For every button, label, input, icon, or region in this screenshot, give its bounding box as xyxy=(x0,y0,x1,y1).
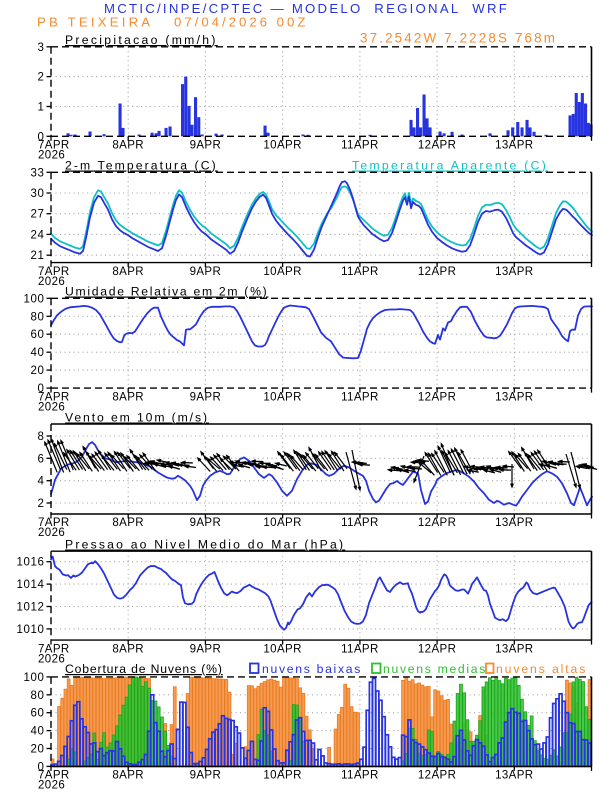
svg-text:13APR: 13APR xyxy=(495,517,533,529)
svg-text:9APR: 9APR xyxy=(190,391,222,403)
svg-text:37.2542W 7.2228S 768m: 37.2542W 7.2228S 768m xyxy=(360,31,557,46)
svg-text:1012: 1012 xyxy=(17,602,45,614)
svg-text:10APR: 10APR xyxy=(263,643,301,655)
svg-text:8APR: 8APR xyxy=(112,643,144,655)
svg-text:nuvens altas: nuvens altas xyxy=(496,662,587,676)
svg-text:4: 4 xyxy=(38,476,45,488)
svg-text:1014: 1014 xyxy=(17,579,45,591)
svg-text:Precipitacao (mm/h): Precipitacao (mm/h) xyxy=(65,33,218,47)
svg-text:1010: 1010 xyxy=(17,624,45,636)
svg-text:9APR: 9APR xyxy=(190,517,222,529)
svg-text:MCTIC/INPE/CPTEC — MODELO REG: MCTIC/INPE/CPTEC — MODELO REGIONAL WRF xyxy=(104,1,509,16)
svg-text:8APR: 8APR xyxy=(112,266,144,278)
svg-text:80: 80 xyxy=(31,311,45,323)
svg-text:Vento em 10m (m/s): Vento em 10m (m/s) xyxy=(65,411,209,425)
svg-text:12APR: 12APR xyxy=(418,643,456,655)
svg-text:7APR: 7APR xyxy=(38,266,70,278)
svg-text:0: 0 xyxy=(38,131,45,143)
svg-text:20: 20 xyxy=(31,744,45,756)
svg-text:2026: 2026 xyxy=(38,276,65,288)
svg-text:8: 8 xyxy=(38,431,45,443)
svg-text:07/04/2026 00Z: 07/04/2026 00Z xyxy=(174,15,308,30)
svg-text:11APR: 11APR xyxy=(341,643,379,655)
svg-text:11APR: 11APR xyxy=(341,266,379,278)
svg-text:10APR: 10APR xyxy=(263,140,301,152)
svg-text:7APR: 7APR xyxy=(38,517,70,529)
svg-text:100: 100 xyxy=(24,293,45,305)
svg-text:21: 21 xyxy=(31,250,45,262)
svg-text:10APR: 10APR xyxy=(263,391,301,403)
svg-text:100: 100 xyxy=(24,672,45,684)
svg-text:2026: 2026 xyxy=(38,780,65,792)
svg-text:20: 20 xyxy=(31,365,45,377)
svg-text:8APR: 8APR xyxy=(112,391,144,403)
svg-text:7APR: 7APR xyxy=(38,643,70,655)
svg-text:7APR: 7APR xyxy=(38,140,70,152)
svg-text:Pressao ao Nivel Medio do Mar: Pressao ao Nivel Medio do Mar (hPa) xyxy=(65,538,345,552)
svg-text:10APR: 10APR xyxy=(263,770,301,782)
svg-text:80: 80 xyxy=(31,690,45,702)
svg-text:nuvens baixas: nuvens baixas xyxy=(262,662,362,676)
svg-text:60: 60 xyxy=(31,708,45,720)
svg-text:12APR: 12APR xyxy=(418,517,456,529)
svg-text:24: 24 xyxy=(31,229,45,241)
svg-text:2026: 2026 xyxy=(38,150,65,162)
svg-text:11APR: 11APR xyxy=(341,140,379,152)
svg-text:2026: 2026 xyxy=(38,527,65,539)
svg-text:9APR: 9APR xyxy=(190,140,222,152)
svg-text:2026: 2026 xyxy=(38,401,65,413)
svg-text:9APR: 9APR xyxy=(190,266,222,278)
svg-text:1016: 1016 xyxy=(17,557,45,569)
svg-text:7APR: 7APR xyxy=(38,391,70,403)
svg-text:6: 6 xyxy=(38,453,45,465)
svg-text:Temperatura Aparente (C): Temperatura Aparente (C) xyxy=(352,159,548,173)
svg-text:0: 0 xyxy=(38,383,45,395)
svg-text:13APR: 13APR xyxy=(495,266,533,278)
svg-text:13APR: 13APR xyxy=(495,643,533,655)
svg-text:Cobertura de Nuvens (%): Cobertura de Nuvens (%) xyxy=(65,662,223,676)
svg-text:2: 2 xyxy=(38,72,45,84)
svg-text:33: 33 xyxy=(31,167,45,179)
svg-text:8APR: 8APR xyxy=(112,770,144,782)
svg-text:Umidade Relativa em 2m (%): Umidade Relativa em 2m (%) xyxy=(65,285,268,299)
svg-text:10APR: 10APR xyxy=(263,517,301,529)
svg-text:8APR: 8APR xyxy=(112,140,144,152)
svg-text:13APR: 13APR xyxy=(495,391,533,403)
svg-text:11APR: 11APR xyxy=(341,770,379,782)
svg-text:13APR: 13APR xyxy=(495,140,533,152)
svg-text:11APR: 11APR xyxy=(341,391,379,403)
svg-text:0: 0 xyxy=(38,761,45,773)
svg-text:12APR: 12APR xyxy=(418,266,456,278)
svg-text:13APR: 13APR xyxy=(495,770,533,782)
svg-text:40: 40 xyxy=(31,347,45,359)
svg-text:2-m Temperatura (C): 2-m Temperatura (C) xyxy=(65,159,218,173)
svg-text:2: 2 xyxy=(38,498,45,510)
svg-text:3: 3 xyxy=(38,42,45,54)
svg-text:12APR: 12APR xyxy=(418,770,456,782)
svg-text:9APR: 9APR xyxy=(190,643,222,655)
svg-text:nuvens medias: nuvens medias xyxy=(383,662,487,676)
svg-text:11APR: 11APR xyxy=(341,517,379,529)
svg-text:9APR: 9APR xyxy=(190,770,222,782)
svg-text:PB TEIXEIRA: PB TEIXEIRA xyxy=(37,15,153,30)
svg-text:30: 30 xyxy=(31,188,45,200)
svg-text:12APR: 12APR xyxy=(418,140,456,152)
svg-text:2026: 2026 xyxy=(38,653,65,665)
svg-text:7APR: 7APR xyxy=(38,770,70,782)
svg-text:60: 60 xyxy=(31,329,45,341)
svg-text:12APR: 12APR xyxy=(418,391,456,403)
svg-text:40: 40 xyxy=(31,726,45,738)
svg-text:1: 1 xyxy=(38,102,45,114)
svg-text:27: 27 xyxy=(31,209,45,221)
svg-text:8APR: 8APR xyxy=(112,517,144,529)
svg-text:10APR: 10APR xyxy=(263,266,301,278)
